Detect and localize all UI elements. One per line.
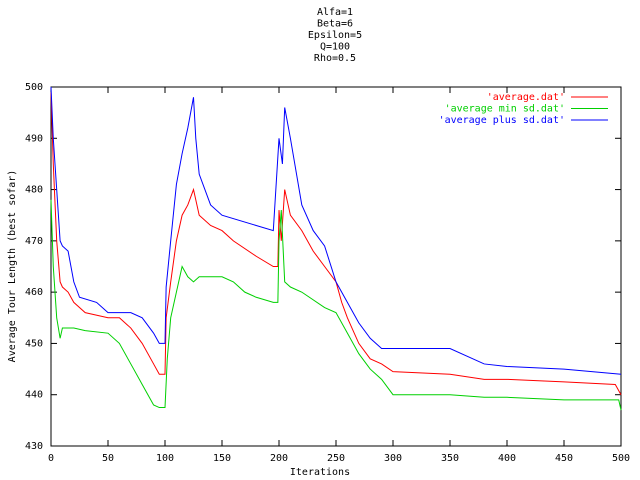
y-tick-label: 500 bbox=[25, 82, 43, 93]
plot-frame bbox=[50, 86, 622, 447]
legend-label: 'average min sd.dat' bbox=[445, 104, 565, 115]
chart-title: Alfa=1 bbox=[317, 7, 353, 18]
legend-label: 'average.dat' bbox=[487, 92, 565, 103]
x-tick-label: 0 bbox=[48, 453, 54, 464]
y-tick-label: 460 bbox=[25, 287, 43, 298]
x-tick-label: 150 bbox=[213, 453, 231, 464]
y-tick-label: 430 bbox=[25, 441, 43, 452]
x-tick-label: 100 bbox=[156, 453, 174, 464]
x-tick-label: 250 bbox=[327, 453, 345, 464]
y-tick-label: 490 bbox=[25, 133, 43, 144]
y-tick-label: 440 bbox=[25, 390, 43, 401]
series-line bbox=[50, 86, 622, 375]
x-tick-label: 300 bbox=[384, 453, 402, 464]
chart-title: Q=100 bbox=[320, 42, 350, 53]
x-tick-label: 500 bbox=[612, 453, 630, 464]
chart-title: Epsilon=5 bbox=[308, 30, 362, 41]
x-tick-label: 200 bbox=[270, 453, 288, 464]
series-line bbox=[50, 199, 622, 411]
x-tick-label: 400 bbox=[498, 453, 516, 464]
chart-title: Beta=6 bbox=[317, 19, 353, 30]
x-tick-label: 350 bbox=[441, 453, 459, 464]
series-line bbox=[50, 92, 622, 395]
y-tick-label: 470 bbox=[25, 236, 43, 247]
y-tick-label: 450 bbox=[25, 338, 43, 349]
x-axis-label: Iterations bbox=[290, 467, 350, 478]
x-tick-label: 50 bbox=[102, 453, 114, 464]
y-axis-label: Average Tour Length (best sofar) bbox=[7, 170, 18, 363]
x-tick-label: 450 bbox=[555, 453, 573, 464]
chart-title: Rho=0.5 bbox=[314, 53, 356, 64]
y-tick-label: 480 bbox=[25, 185, 43, 196]
legend-label: 'average plus sd.dat' bbox=[439, 115, 565, 126]
